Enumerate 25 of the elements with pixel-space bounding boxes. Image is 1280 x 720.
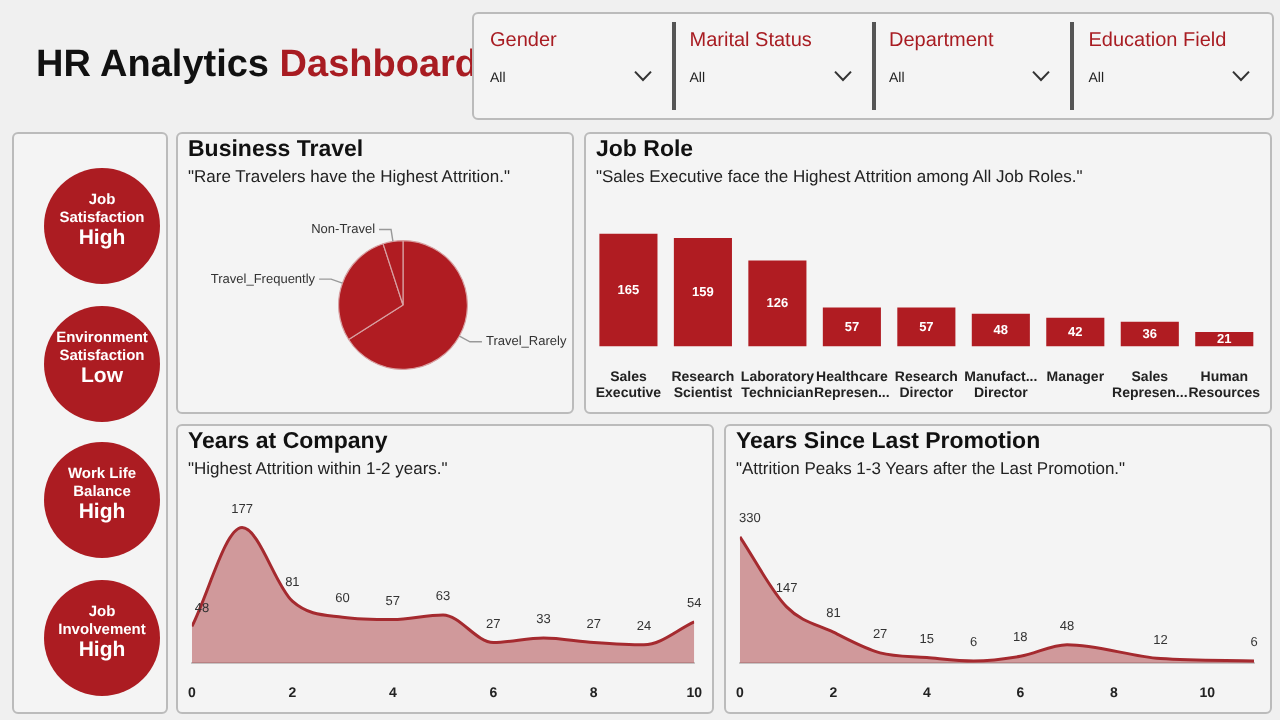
chart-subtitle: "Highest Attrition within 1-2 years." [188,458,448,478]
text: HR Analytics Dashboard [36,44,479,88]
chart-title: Job Role [596,138,694,162]
bar [1046,317,1105,347]
bar [599,233,658,347]
text: High [76,226,128,252]
text: Department [889,30,994,52]
chart-title: Years at Company [188,430,388,454]
chart-subtitle: "Rare Travelers have the Highest Attrition." [188,166,510,186]
chart-title: Years Since Last Promotion [736,430,1041,454]
text: High [76,637,128,663]
text: Marital Status [689,30,812,52]
text: Low [79,363,125,389]
bar [822,307,881,347]
bar [971,313,1030,347]
chart-title: Business Travel [188,138,364,162]
chart-subtitle: "Attrition Peaks 1-3 Years after the Last Promotion." [736,458,1126,478]
text: High [76,500,128,526]
bar [1120,321,1179,347]
bar [673,237,732,347]
chart-subtitle: "Sales Executive face the Highest Attrition among All Job Roles." [596,166,1083,186]
bar [897,307,956,347]
bar [748,260,807,347]
text: Education Field [1088,30,1227,52]
text: Gender [490,30,557,52]
